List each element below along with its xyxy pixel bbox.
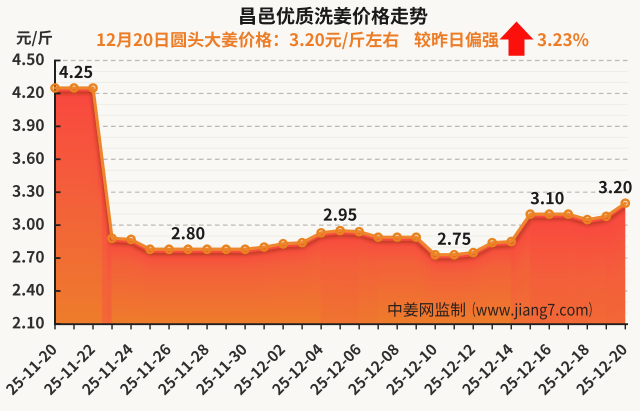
axes xyxy=(54,59,628,330)
y-axis-tick-label xyxy=(12,283,44,296)
data-point-marker[interactable] xyxy=(582,214,593,225)
x-axis-tick-label xyxy=(310,343,361,396)
data-point-marker[interactable] xyxy=(487,237,498,248)
watermark xyxy=(388,301,592,320)
data-point-marker[interactable] xyxy=(145,244,155,255)
subtitle-change xyxy=(537,33,589,47)
y-axis-tick-label xyxy=(12,86,44,99)
x-axis-tick-label xyxy=(538,344,589,396)
y-axis-tick-label xyxy=(12,53,44,66)
data-point-marker[interactable] xyxy=(620,198,631,209)
data-point-marker[interactable] xyxy=(240,244,250,255)
data-point-marker[interactable] xyxy=(183,244,193,255)
data-point-marker[interactable] xyxy=(50,83,60,93)
x-axis-tick-label xyxy=(272,343,323,396)
x-axis-tick-label xyxy=(44,344,96,396)
data-point-markers xyxy=(50,83,631,260)
data-point-marker[interactable] xyxy=(126,234,136,245)
subtitle-trend xyxy=(414,31,499,48)
data-point-marker[interactable] xyxy=(601,211,612,222)
data-point-marker[interactable] xyxy=(563,209,574,219)
data-point-marker[interactable] xyxy=(88,83,98,93)
price-line xyxy=(53,86,627,257)
data-point-marker[interactable] xyxy=(373,232,384,243)
y-axis-tick-label xyxy=(12,119,44,132)
x-axis-tick-label xyxy=(386,344,437,396)
point-value-label xyxy=(437,232,471,245)
x-axis-tick-label xyxy=(500,343,551,396)
y-axis-tick-label xyxy=(12,217,44,230)
point-value-label xyxy=(530,191,564,205)
data-point-marker[interactable] xyxy=(335,225,345,236)
data-point-marker[interactable] xyxy=(164,244,174,255)
x-axis-tick-label xyxy=(196,344,247,396)
data-point-marker[interactable] xyxy=(221,244,231,255)
data-point-marker[interactable] xyxy=(449,249,460,260)
y-axis-tick-label xyxy=(12,250,44,263)
data-point-marker[interactable] xyxy=(354,226,365,237)
data-point-marker[interactable] xyxy=(468,247,479,258)
chart-title xyxy=(240,6,428,25)
up-arrow-icon xyxy=(499,21,534,56)
data-point-marker[interactable] xyxy=(107,233,117,244)
data-point-marker[interactable] xyxy=(392,232,403,243)
data-point-marker[interactable] xyxy=(316,227,326,238)
data-point-marker[interactable] xyxy=(411,232,422,243)
x-axis-tick-label xyxy=(576,344,627,396)
data-point-marker[interactable] xyxy=(278,238,288,249)
y-axis-tick-label xyxy=(12,152,44,164)
data-point-marker[interactable] xyxy=(430,249,441,260)
data-point-marker[interactable] xyxy=(525,209,536,219)
data-point-marker[interactable] xyxy=(544,209,555,219)
data-point-marker[interactable] xyxy=(506,236,517,247)
x-axis-tick-label xyxy=(120,343,171,396)
point-value-label xyxy=(598,180,632,194)
x-axis-tick-label xyxy=(348,344,399,396)
y-axis-unit-label xyxy=(16,30,53,47)
x-axis-tick-label xyxy=(462,343,514,396)
x-axis-tick-label xyxy=(234,344,286,396)
x-axis-tick-label xyxy=(424,344,476,396)
data-point-marker[interactable] xyxy=(259,242,269,252)
subtitle-price xyxy=(97,31,399,50)
x-axis-tick-label xyxy=(82,343,133,396)
point-value-label xyxy=(59,65,93,79)
data-point-marker[interactable] xyxy=(297,237,307,248)
data-point-marker[interactable] xyxy=(69,83,79,93)
x-axis-tick-label xyxy=(6,344,56,396)
point-value-label xyxy=(323,208,357,221)
point-value-label xyxy=(171,226,205,240)
data-point-marker[interactable] xyxy=(202,244,212,255)
x-axis-tick-label xyxy=(158,344,209,396)
y-axis-tick-label xyxy=(12,316,44,329)
y-axis-tick-label xyxy=(12,185,44,197)
